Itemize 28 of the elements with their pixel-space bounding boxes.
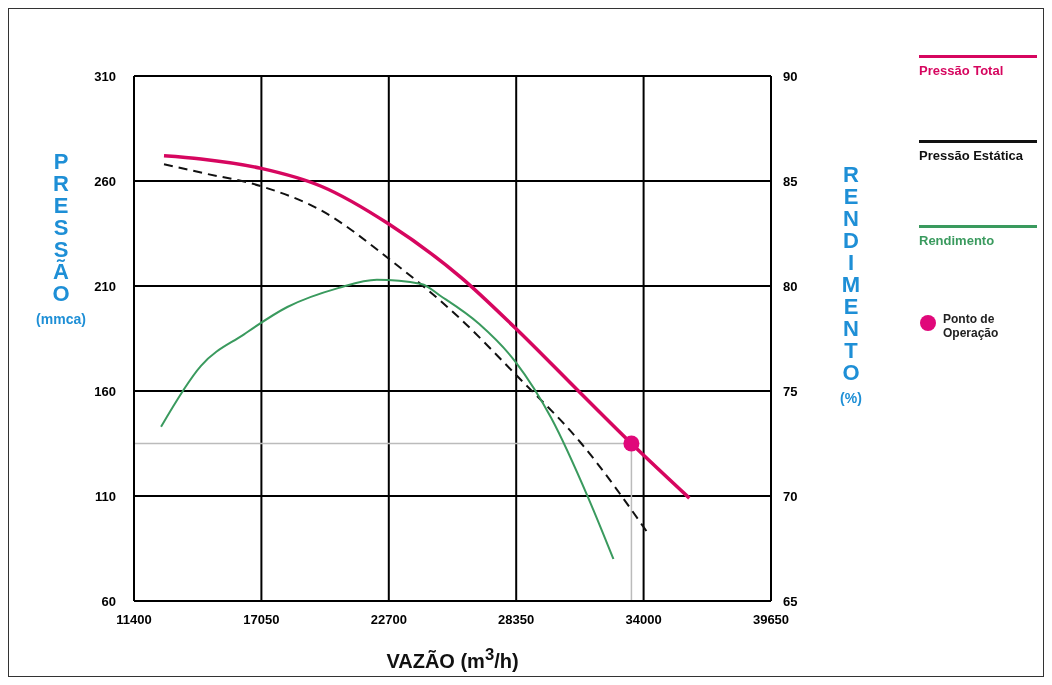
line-series [162, 163, 650, 535]
text: Pressão Estática [919, 148, 1025, 163]
y2-tick-label: 90 [783, 68, 798, 84]
x-axis-title: VAZÃO (m$^{3}$/h) [385, 645, 520, 673]
x-tick-label: 39650 [752, 612, 790, 628]
line-series [160, 278, 615, 560]
y-tick-label: 210 [94, 278, 116, 294]
y2-tick-label: 75 [783, 383, 798, 399]
y2-tick-label: 80 [783, 278, 798, 294]
y2-tick-label: 65 [783, 593, 798, 609]
y-tick-label: 60 [101, 593, 116, 609]
y-tick-label: 160 [94, 383, 116, 399]
line-series [162, 154, 692, 500]
text: Pressão Total [919, 63, 1005, 78]
text: RENDIMENTO (%) [840, 162, 862, 406]
y-tick-label: 110 [95, 488, 116, 504]
x-tick-label: 17050 [243, 612, 280, 628]
x-tick-label: 22700 [370, 612, 407, 628]
x-tick-label: 34000 [625, 612, 662, 628]
y-axis-title: PRESSÃO (mmca) [35, 149, 87, 327]
text: Rendimento [919, 233, 996, 248]
y-tick-label: 310 [94, 68, 116, 84]
y2-tick-label: 85 [783, 173, 798, 189]
x-tick-label: 28350 [498, 612, 535, 628]
legend-label: Ponto de Operação [943, 312, 1000, 340]
y2-tick-label: 70 [783, 488, 798, 504]
x-tick-label: 11400 [116, 612, 152, 628]
y-tick-label: 260 [94, 173, 116, 189]
